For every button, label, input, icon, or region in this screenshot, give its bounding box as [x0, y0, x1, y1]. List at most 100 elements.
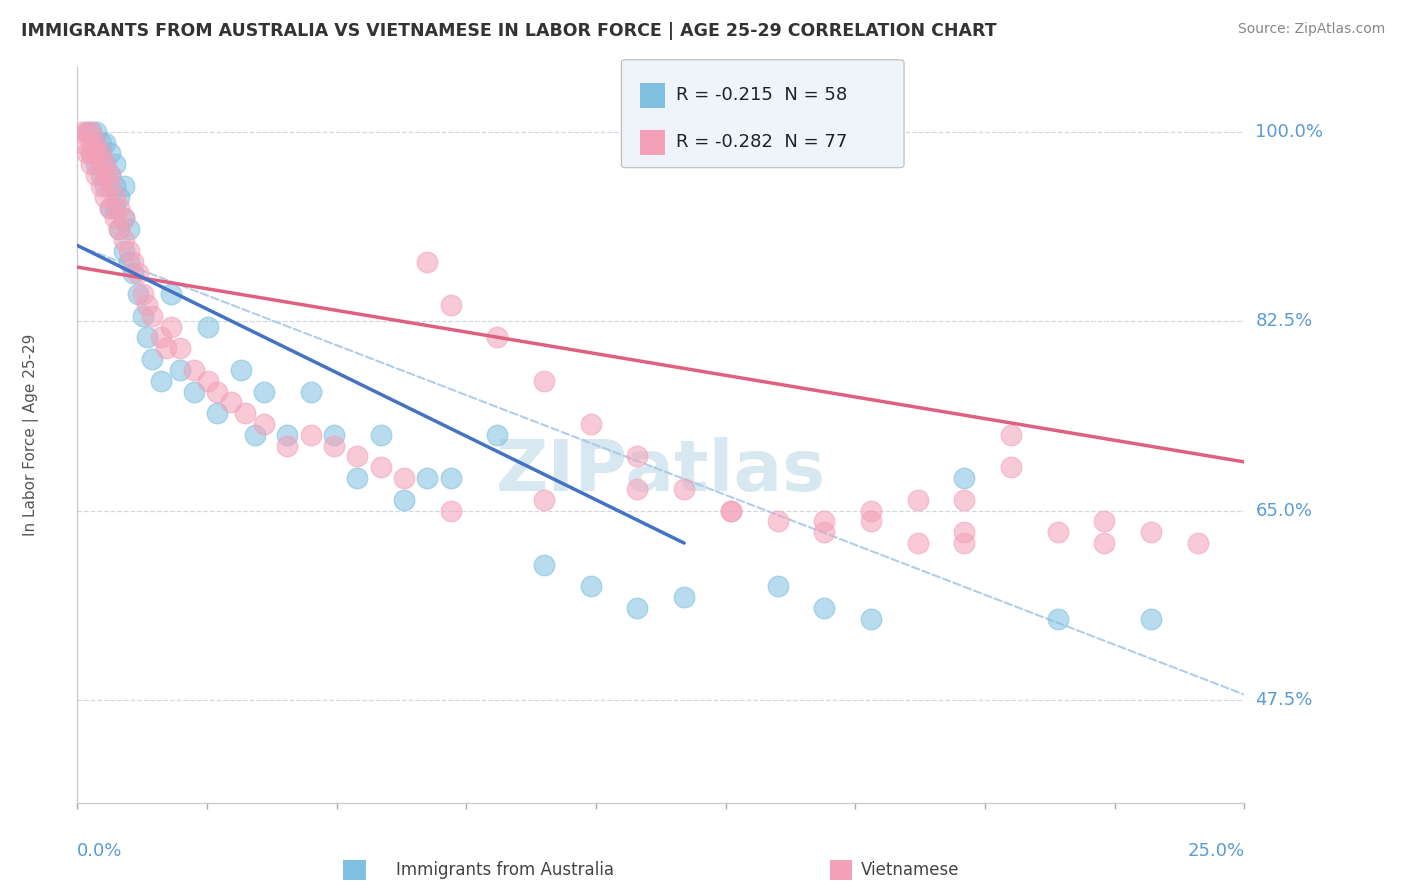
Point: [299, 428, 322, 442]
Point: [169, 341, 191, 355]
Point: [127, 266, 149, 280]
Point: [94, 178, 117, 193]
Point: [416, 471, 439, 485]
Point: [90, 146, 112, 161]
Point: [94, 136, 117, 150]
Point: [1187, 536, 1209, 550]
Point: [243, 428, 266, 442]
Point: [104, 211, 127, 226]
Point: [440, 471, 463, 485]
Point: [416, 254, 439, 268]
Point: [112, 233, 135, 247]
Point: [533, 492, 555, 507]
Point: [150, 374, 173, 388]
Point: [159, 319, 181, 334]
Point: [112, 178, 135, 193]
Point: [104, 178, 127, 193]
Point: [76, 125, 98, 139]
Point: [169, 363, 191, 377]
Point: [141, 352, 163, 367]
Point: [104, 157, 127, 171]
Point: [90, 157, 112, 171]
Point: [155, 341, 177, 355]
Point: [118, 244, 141, 258]
Point: [90, 146, 112, 161]
Point: [533, 558, 555, 572]
Point: [183, 384, 205, 399]
Point: [1000, 428, 1022, 442]
Point: [98, 168, 121, 182]
Point: [1140, 525, 1163, 540]
Point: [183, 363, 205, 377]
Text: R = -0.215  N = 58: R = -0.215 N = 58: [676, 87, 848, 104]
Point: [720, 503, 742, 517]
Text: 65.0%: 65.0%: [1256, 501, 1312, 520]
Point: [370, 428, 392, 442]
Point: [90, 168, 112, 182]
Point: [766, 515, 789, 529]
Point: [859, 503, 882, 517]
Point: [720, 503, 742, 517]
Point: [127, 287, 149, 301]
Point: [813, 601, 835, 615]
Point: [84, 157, 107, 171]
Text: 47.5%: 47.5%: [1256, 691, 1313, 709]
Point: [94, 190, 117, 204]
Point: [136, 298, 159, 312]
Text: IMMIGRANTS FROM AUSTRALIA VS VIETNAMESE IN LABOR FORCE | AGE 25-29 CORRELATION C: IMMIGRANTS FROM AUSTRALIA VS VIETNAMESE …: [21, 22, 997, 40]
Point: [235, 406, 257, 420]
Point: [118, 222, 141, 236]
Point: [370, 460, 392, 475]
Point: [112, 211, 135, 226]
Point: [859, 515, 882, 529]
Point: [84, 136, 107, 150]
Point: [207, 406, 229, 420]
Text: Vietnamese: Vietnamese: [860, 861, 959, 879]
Point: [346, 471, 368, 485]
Point: [323, 428, 346, 442]
Point: [104, 201, 127, 215]
Point: [76, 125, 98, 139]
Point: [440, 503, 463, 517]
Point: [953, 536, 976, 550]
Point: [1046, 612, 1069, 626]
Point: [98, 201, 121, 215]
Point: [253, 384, 276, 399]
Point: [221, 395, 243, 409]
Point: [813, 515, 835, 529]
Point: [207, 384, 229, 399]
Text: 82.5%: 82.5%: [1256, 312, 1313, 330]
Point: [1140, 612, 1163, 626]
Point: [579, 579, 602, 593]
Point: [766, 579, 789, 593]
Point: [392, 492, 415, 507]
Point: [953, 492, 976, 507]
Point: [94, 168, 117, 182]
Point: [122, 254, 145, 268]
Point: [1046, 525, 1069, 540]
Point: [84, 125, 107, 139]
Point: [80, 125, 103, 139]
Point: [673, 590, 696, 604]
Point: [953, 525, 976, 540]
Point: [84, 136, 107, 150]
Point: [299, 384, 322, 399]
Point: [253, 417, 276, 431]
Point: [80, 146, 103, 161]
Point: [80, 157, 103, 171]
Point: [907, 492, 929, 507]
Point: [136, 330, 159, 344]
Point: [141, 309, 163, 323]
Point: [579, 417, 602, 431]
Point: [104, 190, 127, 204]
Point: [486, 428, 509, 442]
Text: 0.0%: 0.0%: [77, 842, 122, 860]
Point: [108, 190, 131, 204]
Point: [76, 146, 98, 161]
Point: [159, 287, 181, 301]
Point: [229, 363, 252, 377]
Point: [276, 439, 298, 453]
Point: [1092, 515, 1115, 529]
Point: [626, 482, 648, 496]
Point: [197, 374, 219, 388]
